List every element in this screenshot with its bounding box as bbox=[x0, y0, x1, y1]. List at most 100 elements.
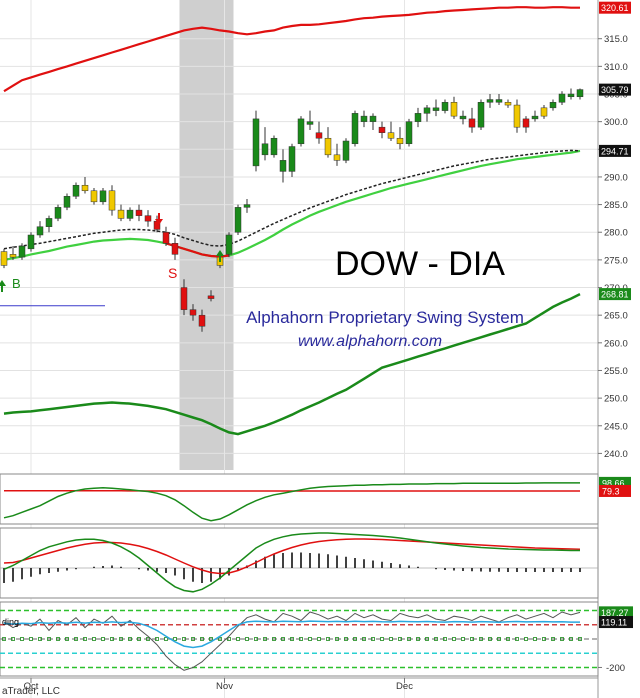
candle bbox=[9, 246, 17, 260]
osc3-dot bbox=[515, 637, 519, 641]
candle bbox=[468, 107, 476, 133]
candle bbox=[513, 99, 521, 133]
candle-body bbox=[72, 184, 80, 197]
oscillator-2-frame bbox=[0, 527, 599, 599]
osc3-dot bbox=[38, 637, 42, 641]
y-tick-label: 260.0 bbox=[604, 338, 628, 349]
osc3-dot bbox=[173, 637, 177, 641]
candle-body bbox=[252, 118, 260, 167]
y-tick-label: 250.0 bbox=[604, 394, 628, 405]
candle bbox=[135, 204, 143, 222]
osc3-tick-label: -200 bbox=[606, 663, 625, 674]
candle-body bbox=[360, 115, 368, 122]
candle-body bbox=[270, 137, 278, 156]
osc3-dot bbox=[56, 637, 60, 641]
candle-body bbox=[9, 254, 17, 258]
osc3-dot bbox=[146, 637, 150, 641]
price-y-axis: 240.0245.0250.0255.0260.0265.0270.0275.0… bbox=[597, 0, 628, 698]
candle-body bbox=[27, 234, 35, 250]
candle bbox=[27, 232, 35, 252]
osc1-green-badge: 98.66 bbox=[602, 478, 625, 488]
osc3-dot bbox=[380, 637, 384, 641]
candle-body bbox=[414, 113, 422, 122]
osc3-dot bbox=[443, 637, 447, 641]
osc3-dot bbox=[218, 637, 222, 641]
osc3-dot bbox=[47, 637, 51, 641]
candle-body bbox=[162, 231, 170, 244]
y-tick-label: 310.0 bbox=[604, 62, 628, 73]
y-tick-label: 300.0 bbox=[604, 117, 628, 128]
candle bbox=[351, 110, 359, 147]
osc3-dot bbox=[326, 637, 330, 641]
moving-average-line bbox=[3, 149, 581, 261]
candle-body bbox=[243, 204, 251, 208]
x-tick-label: Oct bbox=[24, 681, 39, 692]
chart-subtitle: Alphahorn Proprietary Swing System bbox=[246, 308, 524, 327]
credit-text: aTrader, LLC bbox=[2, 686, 60, 697]
osc3-dot bbox=[560, 637, 564, 641]
candle-body bbox=[108, 190, 116, 211]
candle bbox=[72, 182, 80, 200]
candle-body bbox=[351, 113, 359, 145]
y-tick-label: 245.0 bbox=[604, 421, 628, 432]
candle bbox=[360, 110, 368, 128]
candle-body bbox=[189, 309, 197, 316]
candle bbox=[378, 121, 386, 139]
candle bbox=[504, 99, 512, 108]
osc3-dot bbox=[407, 637, 411, 641]
osc3-dot bbox=[470, 637, 474, 641]
candle bbox=[297, 116, 305, 147]
osc3-dot bbox=[83, 637, 87, 641]
candle bbox=[270, 135, 278, 158]
osc3-top-badge: 187.27 bbox=[601, 608, 629, 618]
price-badges: 320.61 305.79 294.71 268.81 bbox=[599, 1, 631, 301]
osc3-dot bbox=[254, 637, 258, 641]
candle bbox=[432, 99, 440, 117]
candle-body bbox=[135, 209, 143, 216]
candle-body bbox=[558, 93, 566, 103]
candle bbox=[126, 207, 134, 222]
osc3-dot bbox=[182, 637, 186, 641]
candle bbox=[486, 94, 494, 108]
candle-body bbox=[459, 115, 467, 120]
candle-body bbox=[45, 218, 53, 227]
candle-body bbox=[306, 121, 314, 125]
candle bbox=[540, 105, 548, 119]
candle-body bbox=[378, 126, 386, 133]
candle bbox=[387, 121, 395, 141]
candle-body bbox=[36, 226, 44, 236]
lower-band-line bbox=[3, 292, 581, 436]
osc3-dot bbox=[434, 637, 438, 641]
osc3-dot bbox=[110, 637, 114, 641]
candle-body bbox=[540, 107, 548, 117]
sell-signal-label: S bbox=[168, 265, 177, 281]
candle bbox=[288, 143, 296, 177]
candle-body bbox=[396, 137, 404, 145]
osc3-dot bbox=[425, 637, 429, 641]
osc3-dot bbox=[200, 637, 204, 641]
candle-body bbox=[18, 245, 26, 258]
candle-body bbox=[207, 295, 215, 299]
oscillator-1-frame bbox=[0, 473, 599, 525]
candle-body bbox=[234, 207, 242, 233]
candle-body bbox=[441, 102, 449, 111]
osc3-dot bbox=[29, 637, 33, 641]
osc2-red-line bbox=[3, 538, 581, 575]
osc3-dot bbox=[551, 637, 555, 641]
osc3-dot bbox=[488, 637, 492, 641]
y-tick-label: 285.0 bbox=[604, 200, 628, 211]
osc3-dot bbox=[74, 637, 78, 641]
candle-body bbox=[495, 99, 503, 103]
candle-body bbox=[342, 140, 350, 161]
candle-body bbox=[567, 93, 575, 98]
candle bbox=[189, 304, 197, 321]
candle bbox=[306, 110, 314, 130]
candle bbox=[18, 243, 26, 260]
candle bbox=[171, 237, 179, 260]
buy-arrow-icon-2 bbox=[216, 250, 224, 262]
candle bbox=[423, 105, 431, 122]
candle-body bbox=[531, 115, 539, 120]
osc3-dot bbox=[398, 637, 402, 641]
candle bbox=[531, 110, 539, 122]
candle-body bbox=[144, 215, 152, 222]
